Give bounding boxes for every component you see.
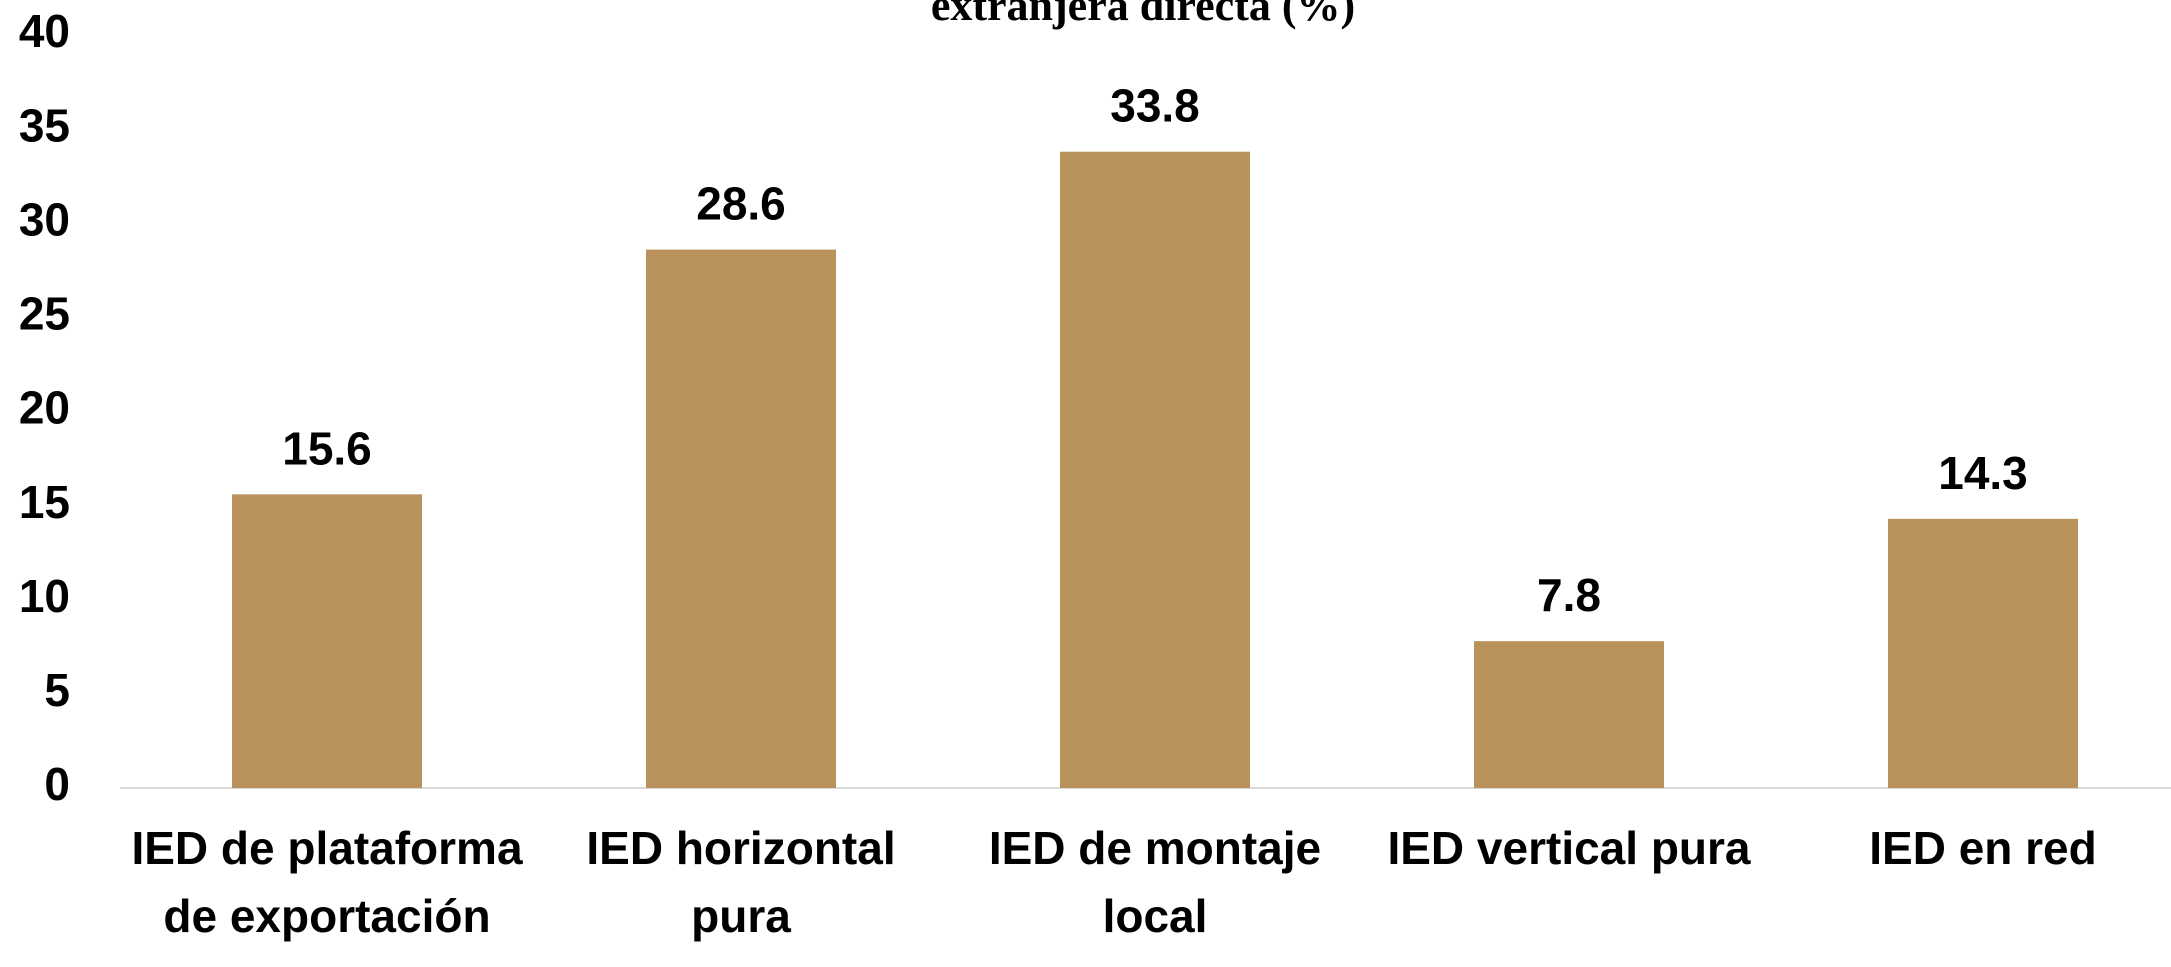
value-label: 14.3 (1938, 447, 2028, 499)
bar (1888, 518, 2078, 788)
chart-title: extranjera directa (%) (931, 0, 1355, 30)
y-tick-label: 40 (19, 5, 70, 57)
value-label: 15.6 (282, 422, 372, 474)
bar (646, 249, 836, 789)
y-tick-label: 5 (44, 664, 70, 716)
y-tick-label: 10 (19, 570, 70, 622)
x-tick-label: IED en red (1869, 822, 2097, 874)
y-tick-label: 20 (19, 382, 70, 434)
value-label: 33.8 (1110, 80, 1200, 132)
x-tick-label: IED vertical pura (1387, 822, 1751, 874)
x-tick-label: IED de plataforma de exportación (131, 822, 523, 942)
bar (1060, 151, 1250, 789)
y-tick-label: 30 (19, 193, 70, 245)
x-tick-label: IED horizontal pura (586, 822, 896, 942)
bar (1474, 641, 1664, 788)
y-tick-label: 25 (19, 288, 70, 340)
value-label: 28.6 (696, 178, 786, 230)
y-tick-label: 35 (19, 99, 70, 151)
value-label: 7.8 (1537, 569, 1601, 621)
x-tick-label: IED de montaje local (988, 822, 1322, 942)
bar (232, 494, 422, 788)
y-tick-label: 15 (19, 476, 70, 528)
y-tick-label: 0 (44, 758, 70, 810)
